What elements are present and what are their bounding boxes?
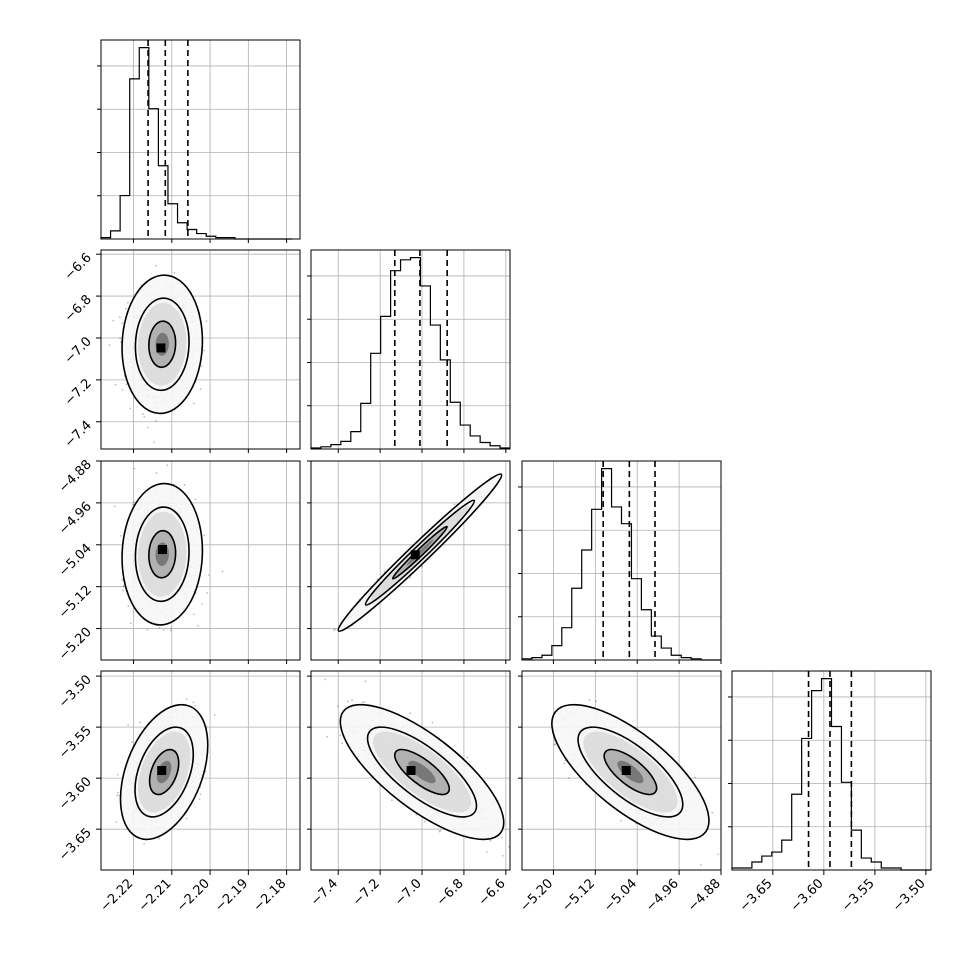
x-tick-label-0-3: −2.19 (212, 876, 251, 915)
histogram-2 (521, 468, 721, 661)
density-peak-1-0 (156, 343, 166, 353)
contour-3-0-1 (134, 726, 195, 818)
contour-1-0-0 (121, 274, 204, 415)
contour-2-1-0 (337, 473, 503, 632)
panel-frame-2-1 (310, 460, 511, 661)
histogram-1 (310, 257, 510, 449)
y-tick-label-3-0: −3.65 (56, 825, 95, 864)
x-tick-label-3-2: −3.55 (839, 876, 878, 915)
scatter-panel-1-0 (100, 249, 301, 450)
contour-2-1-2 (391, 525, 448, 580)
x-tick-label-2-2: −5.04 (601, 876, 640, 915)
scatter-panel-2-0 (100, 460, 301, 661)
panel-frame-1-0 (100, 249, 301, 450)
scatter-panel-3-1 (310, 670, 511, 871)
panel-frame-2-0 (100, 460, 301, 661)
x-tick-label-0-2: −2.20 (174, 876, 213, 915)
histogram-panel-0 (97, 39, 301, 240)
y-tick-label-2-2: −5.04 (56, 541, 95, 580)
y-tick-label-3-1: −3.60 (56, 774, 95, 813)
y-tick-label-1-2: −7.0 (62, 334, 95, 367)
y-tick-label-3-2: −3.55 (56, 723, 95, 762)
y-tick-label-2-3: −4.96 (56, 499, 95, 538)
hist-frame-1 (310, 249, 511, 450)
histogram-panel-2 (518, 460, 722, 661)
density-peak-2-1 (410, 550, 420, 560)
contour-3-2-1 (577, 726, 684, 818)
scatter-panel-2-1 (310, 460, 511, 661)
histogram-3 (731, 678, 931, 871)
contour-2-0-2 (148, 529, 177, 579)
contour-1-0-1 (134, 297, 190, 392)
y-tick-label-1-3: −6.8 (62, 292, 95, 325)
x-tick-label-1-3: −6.8 (434, 876, 467, 909)
contour-3-2-2 (603, 748, 658, 796)
contour-3-2-0 (551, 703, 710, 841)
x-tick-label-3-0: −3.65 (737, 876, 776, 915)
x-tick-label-1-0: −7.4 (308, 876, 341, 909)
x-tick-label-0-0: −2.22 (98, 876, 137, 915)
contour-3-1-2 (393, 748, 451, 796)
panel-frame-3-2 (521, 670, 722, 871)
y-tick-label-2-1: −5.12 (56, 583, 95, 622)
density-peak-2-0 (157, 545, 167, 555)
contour-3-0-2 (148, 748, 180, 796)
contour-1-0-2 (148, 320, 177, 369)
histogram-panel-3 (728, 670, 932, 871)
hist-frame-0 (100, 39, 301, 240)
y-tick-label-1-4: −6.6 (62, 250, 95, 283)
hist-frame-2 (521, 460, 722, 661)
histogram-0 (100, 47, 293, 240)
x-tick-label-3-1: −3.60 (788, 876, 827, 915)
y-tick-label-2-0: −5.20 (56, 625, 95, 664)
x-tick-label-3-3: −3.50 (890, 876, 929, 915)
y-tick-label-1-0: −7.4 (62, 418, 95, 451)
density-peak-3-1 (406, 766, 416, 776)
x-tick-label-1-1: −7.2 (350, 876, 383, 909)
y-tick-label-3-3: −3.50 (56, 672, 95, 711)
contour-2-0-1 (134, 506, 190, 603)
x-tick-label-2-1: −5.12 (559, 876, 598, 915)
x-tick-label-1-2: −7.0 (392, 876, 425, 909)
panel-frame-3-1 (310, 670, 511, 871)
contour-3-1-1 (366, 726, 478, 818)
x-tick-label-1-4: −6.6 (476, 876, 509, 909)
x-tick-label-2-4: −4.88 (685, 876, 724, 915)
contour-2-1-1 (364, 499, 476, 606)
x-tick-label-0-1: −2.21 (136, 876, 175, 915)
hist-frame-3 (731, 670, 932, 871)
scatter-panel-3-0 (100, 670, 301, 871)
density-peak-3-2 (621, 766, 631, 776)
panel-frame-3-0 (100, 670, 301, 871)
scatter-panel-3-2 (521, 670, 722, 871)
contour-3-0-0 (119, 703, 209, 841)
x-tick-label-2-3: −4.96 (643, 876, 682, 915)
x-tick-label-0-4: −2.18 (251, 876, 290, 915)
x-tick-label-2-0: −5.20 (517, 876, 556, 915)
contour-3-1-0 (339, 703, 505, 841)
contour-2-0-0 (121, 482, 204, 626)
y-tick-label-2-4: −4.88 (56, 457, 95, 496)
y-tick-label-1-1: −7.2 (62, 376, 95, 409)
histogram-panel-1 (307, 249, 511, 450)
density-peak-3-0 (157, 766, 167, 776)
